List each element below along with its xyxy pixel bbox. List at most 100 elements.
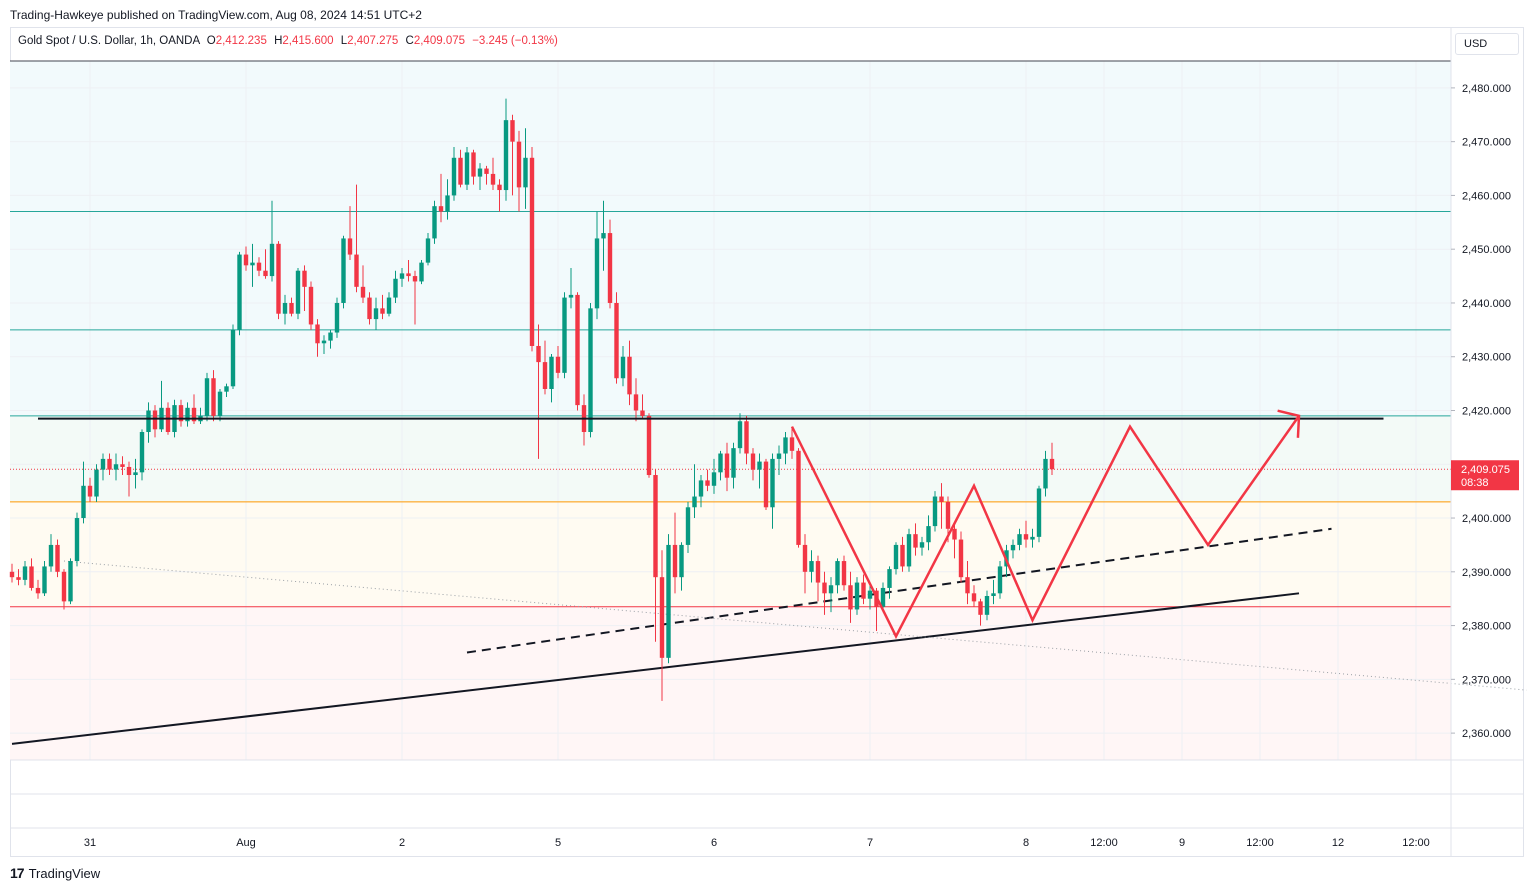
- candle-body: [250, 262, 255, 266]
- candle-body: [1036, 488, 1042, 537]
- y-tick-label: 2,390.000: [1462, 567, 1511, 579]
- candle: [1017, 528, 1022, 551]
- candle: [867, 582, 873, 610]
- candle: [152, 405, 158, 438]
- candle-body: [562, 297, 567, 373]
- candle-body: [763, 461, 769, 508]
- candle: [113, 453, 119, 481]
- candle-body: [971, 593, 977, 602]
- open-value: 2,412.235: [215, 35, 267, 47]
- candle-body: [295, 270, 301, 314]
- candle: [659, 550, 665, 701]
- candle-body: [152, 410, 158, 430]
- candle: [230, 324, 236, 389]
- candle-body: [789, 437, 795, 451]
- candle: [952, 523, 957, 559]
- candle: [575, 292, 580, 411]
- y-tick-label: 2,400.000: [1462, 513, 1511, 525]
- candle: [250, 243, 255, 287]
- candle: [718, 450, 723, 481]
- candle: [789, 426, 795, 459]
- candle: [809, 550, 814, 583]
- x-tick-label: 12:00: [1402, 837, 1430, 849]
- x-tick-label: 6: [711, 837, 717, 849]
- candle: [705, 469, 710, 492]
- candle-body: [315, 324, 320, 344]
- candle: [211, 370, 216, 422]
- candle-body: [731, 448, 736, 478]
- candle: [737, 413, 743, 454]
- candle: [490, 157, 496, 191]
- candle-body: [120, 464, 125, 467]
- candle: [308, 281, 314, 330]
- candle: [893, 542, 899, 575]
- candle: [438, 173, 444, 223]
- candle-body: [263, 270, 268, 277]
- candle: [484, 165, 489, 185]
- candle: [620, 345, 626, 387]
- currency-selector[interactable]: USD: [1455, 33, 1519, 55]
- close-label: C: [405, 35, 414, 47]
- candle-body: [607, 233, 613, 303]
- candle-body: [523, 157, 528, 188]
- candle-body: [1043, 458, 1048, 489]
- candle-body: [737, 421, 743, 449]
- candle: [269, 200, 275, 282]
- candle: [341, 235, 346, 309]
- candle-body: [861, 582, 866, 599]
- candle: [594, 211, 600, 320]
- projection-arrow-head: [1277, 409, 1301, 438]
- candle: [224, 383, 229, 398]
- candle-body: [22, 566, 28, 580]
- candle: [1030, 528, 1035, 548]
- candle-body: [848, 585, 853, 610]
- candle: [100, 453, 106, 481]
- symbol-name[interactable]: Gold Spot / U.S. Dollar, 1h, OANDA: [18, 35, 200, 47]
- candle-body: [991, 593, 996, 597]
- candle-body: [783, 437, 788, 454]
- candle-body: [373, 308, 379, 320]
- candle-body: [29, 566, 34, 588]
- candle: [828, 577, 834, 613]
- candle-body: [646, 415, 652, 476]
- candle-body: [724, 453, 730, 478]
- candle-body: [854, 582, 860, 610]
- candle-body: [1023, 534, 1029, 540]
- candle: [633, 378, 639, 422]
- zone-1: [10, 415, 1451, 502]
- candle: [900, 536, 905, 572]
- candle: [295, 268, 301, 320]
- candle: [770, 453, 775, 529]
- candle: [984, 590, 990, 621]
- candle-body: [932, 496, 938, 527]
- candle: [510, 114, 515, 196]
- symbol-legend: Gold Spot / U.S. Dollar, 1h, OANDA O2,41…: [18, 35, 558, 47]
- candle-body: [55, 544, 60, 572]
- tradingview-logo[interactable]: 17 TradingView: [10, 865, 100, 881]
- zone-3: [10, 606, 1451, 760]
- candle-body: [750, 453, 756, 470]
- x-tick-label: 7: [867, 837, 873, 849]
- candle-body: [146, 410, 151, 433]
- candle-body: [334, 302, 340, 333]
- trendline-dotted: [63, 560, 1527, 691]
- tradingview-logo-icon: 17: [10, 865, 25, 881]
- candle-body: [906, 534, 912, 567]
- y-tick-label: 2,470.000: [1462, 137, 1511, 149]
- candle: [692, 464, 697, 519]
- candle-body: [640, 410, 645, 416]
- candle-body: [965, 577, 970, 594]
- candle: [991, 579, 996, 605]
- candle-body: [126, 466, 132, 476]
- candle: [880, 582, 886, 613]
- candle-body: [516, 141, 522, 188]
- candle: [997, 561, 1003, 599]
- candle-body: [360, 286, 366, 298]
- zone-0: [10, 61, 1451, 416]
- candle-body: [185, 407, 190, 422]
- candle-body: [406, 273, 411, 277]
- candle: [588, 302, 593, 438]
- projection-path: [790, 415, 1301, 640]
- candle: [68, 558, 73, 605]
